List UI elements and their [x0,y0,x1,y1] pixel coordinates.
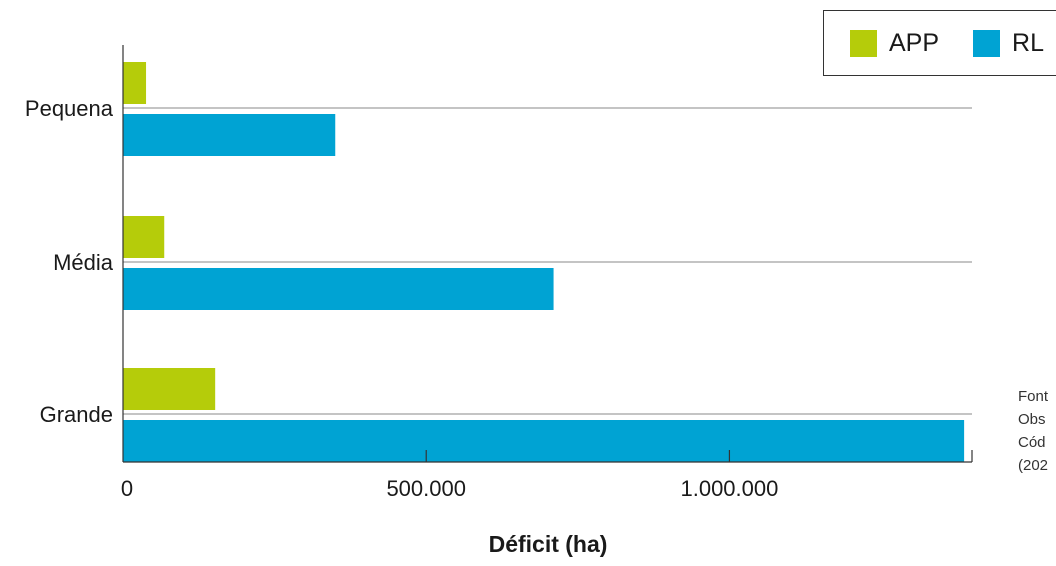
bar-app-grande [123,368,216,410]
legend-label-app: APP [889,28,940,57]
category-label: Pequena [25,96,114,121]
source-line: Obs [1018,411,1046,428]
x-tick-label: 0 [121,476,133,501]
source-line: (202 [1018,457,1049,474]
legend-swatch-app [850,29,877,57]
legend-item-app: APP [850,29,939,58]
x-axis-label: Déficit (ha) [489,531,608,557]
bar-rl-grande [123,420,965,462]
source-line: Cód [1018,434,1046,451]
legend-swatch-rl [973,29,1001,57]
bar-app-média [123,216,165,258]
x-tick-label: 1.000.000 [680,476,778,501]
x-tick-label: 500.000 [386,476,466,501]
source-note: Font Obs Cód (202 [1018,385,1056,477]
category-label: Média [53,250,114,275]
legend-label-rl: RL [1012,28,1044,57]
chart-legend: APP RL [823,10,1056,76]
bar-rl-pequena [123,114,336,156]
category-label: Grande [40,402,113,427]
source-line: Font [1018,388,1049,405]
legend-item-rl: RL [973,29,1044,58]
bar-app-pequena [123,62,147,104]
bar-rl-média [123,268,554,310]
